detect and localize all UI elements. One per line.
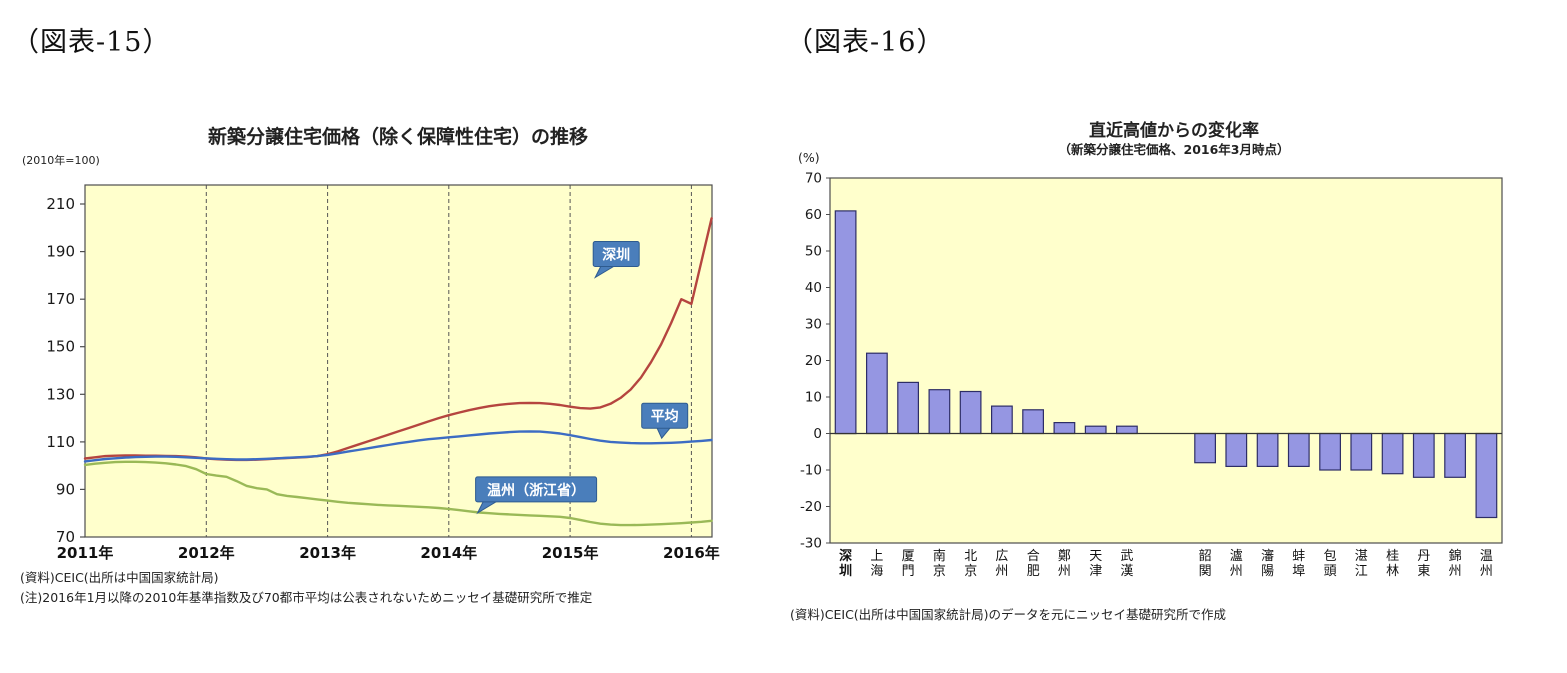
svg-text:錦州: 錦州 (1449, 548, 1462, 579)
price-change-bar-chart: 70 60 50 40 30 20 10 0 -10 -20 -30 深圳上海厦門南京北京広州合肥鄭州… (800, 171, 1503, 579)
x-axis-labels: 2011年 2012年 2013年 2014年 2015年 2016年 (57, 544, 720, 562)
svg-text:広州: 広州 (995, 549, 1008, 579)
svg-text:深圳: 深圳 (602, 247, 630, 264)
bar-温州 (1475, 432, 1498, 519)
svg-text:湛江: 湛江 (1355, 549, 1368, 579)
chart16-unit-label: (%) (798, 150, 820, 165)
chart15-source-note: (資料)CEIC(出所は中国国家統計局) (20, 570, 219, 585)
svg-text:鄭州: 鄭州 (1058, 549, 1071, 579)
svg-text:韶関: 韶関 (1199, 548, 1212, 579)
bar-合肥 (1022, 409, 1045, 435)
svg-text:瀋陽: 瀋陽 (1261, 548, 1274, 579)
plot-border (84, 184, 713, 538)
y-axis-labels: 70 90 110 130 150 170 190 210 (46, 195, 85, 546)
bar-丹東 (1412, 432, 1435, 478)
y-axis-labels: 70 60 50 40 30 20 10 0 -10 -20 -30 (800, 171, 830, 552)
chart15-unit-label: (2010年=100) (22, 154, 100, 167)
bar-瀘州 (1225, 432, 1248, 468)
bar-上海 (865, 352, 888, 435)
svg-text:北京: 北京 (964, 549, 977, 579)
figure15-chart-block: 新築分譲住宅価格（除く保障性住宅）の推移 (2010年=100) 70 90 110… (18, 106, 742, 666)
svg-text:150: 150 (46, 338, 75, 356)
bar-厦門 (897, 381, 920, 435)
bar-南京 (928, 389, 951, 435)
series-line-平均 (83, 430, 713, 463)
vertical-gridlines (205, 185, 692, 537)
bar-天津 (1084, 425, 1107, 435)
bar-鄭州 (1053, 422, 1076, 435)
svg-text:70: 70 (56, 528, 75, 546)
svg-text:2016年: 2016年 (663, 544, 720, 562)
bar-桂林 (1381, 432, 1404, 475)
svg-text:40: 40 (805, 280, 822, 296)
chart16-source-note: (資料)CEIC(出所は中国国家統計局)のデータを元にニッセイ基礎研究所で作成 (790, 607, 1227, 622)
svg-text:深圳: 深圳 (839, 548, 852, 579)
svg-text:70: 70 (805, 171, 822, 187)
bar-北京 (959, 390, 982, 435)
svg-text:温州: 温州 (1480, 549, 1493, 579)
bar-湛江 (1350, 432, 1373, 471)
svg-text:平均: 平均 (651, 408, 679, 425)
svg-text:30: 30 (805, 317, 822, 333)
svg-text:60: 60 (805, 207, 822, 223)
svg-text:110: 110 (46, 433, 75, 451)
figure16-label: （図表-16） (786, 27, 945, 58)
bar-瀋陽 (1256, 432, 1279, 468)
svg-text:2015年: 2015年 (542, 544, 599, 562)
bar-武漢 (1116, 425, 1138, 435)
bar-包頭 (1319, 432, 1341, 471)
figure16-chart-block: 直近高値からの変化率 （新築分譲住宅価格、2016年3月時点） (%) 70 60… (782, 100, 1542, 660)
bars (834, 210, 1498, 519)
svg-text:2014年: 2014年 (420, 544, 477, 562)
bar-錦州 (1444, 432, 1466, 478)
figure15-label: （図表-15） (12, 27, 171, 58)
svg-text:0: 0 (813, 426, 822, 442)
chart16-subtitle: （新築分譲住宅価格、2016年3月時点） (1058, 142, 1290, 157)
svg-text:丹東: 丹東 (1417, 549, 1430, 579)
svg-text:-30: -30 (800, 536, 822, 552)
svg-text:合肥: 合肥 (1027, 549, 1040, 579)
svg-text:2013年: 2013年 (299, 544, 356, 562)
svg-text:10: 10 (805, 390, 822, 406)
svg-text:厦門: 厦門 (902, 549, 915, 579)
svg-text:190: 190 (46, 243, 75, 261)
svg-text:包頭: 包頭 (1324, 549, 1337, 579)
bar-広州 (991, 405, 1013, 435)
svg-text:2012年: 2012年 (178, 544, 235, 562)
svg-text:蚌埠: 蚌埠 (1292, 549, 1305, 579)
bar-韶関 (1194, 432, 1216, 464)
plot-background (85, 185, 712, 537)
series-line-温州（浙江省） (83, 460, 713, 527)
plot-background (830, 178, 1502, 543)
svg-text:20: 20 (805, 353, 822, 369)
svg-text:南京: 南京 (933, 548, 946, 579)
svg-text:天津: 天津 (1089, 549, 1102, 579)
svg-text:武漢: 武漢 (1120, 549, 1133, 579)
svg-text:90: 90 (56, 480, 75, 498)
svg-text:130: 130 (46, 385, 75, 403)
chart15-estimation-note: (注)2016年1月以降の2010年基準指数及び70都市平均は公表されないためニ… (20, 590, 593, 605)
svg-text:2011年: 2011年 (57, 544, 114, 562)
chart16-title: 直近高値からの変化率 (1089, 121, 1259, 141)
chart15-title: 新築分譲住宅価格（除く保障性住宅）の推移 (207, 126, 588, 148)
bar-蚌埠 (1287, 432, 1310, 468)
bar-深圳 (834, 210, 857, 435)
svg-text:-20: -20 (800, 499, 822, 515)
svg-text:桂林: 桂林 (1386, 549, 1399, 579)
chart15-notes: (資料)CEIC(出所は中国国家統計局) (注)2016年1月以降の2010年基… (20, 568, 592, 608)
svg-text:210: 210 (46, 195, 75, 213)
svg-text:-10: -10 (800, 463, 822, 479)
svg-text:170: 170 (46, 290, 75, 308)
svg-text:瀘州: 瀘州 (1230, 549, 1243, 579)
svg-text:50: 50 (805, 244, 822, 260)
svg-text:温州（浙江省）: 温州（浙江省） (487, 482, 585, 499)
svg-text:上海: 上海 (870, 549, 883, 579)
